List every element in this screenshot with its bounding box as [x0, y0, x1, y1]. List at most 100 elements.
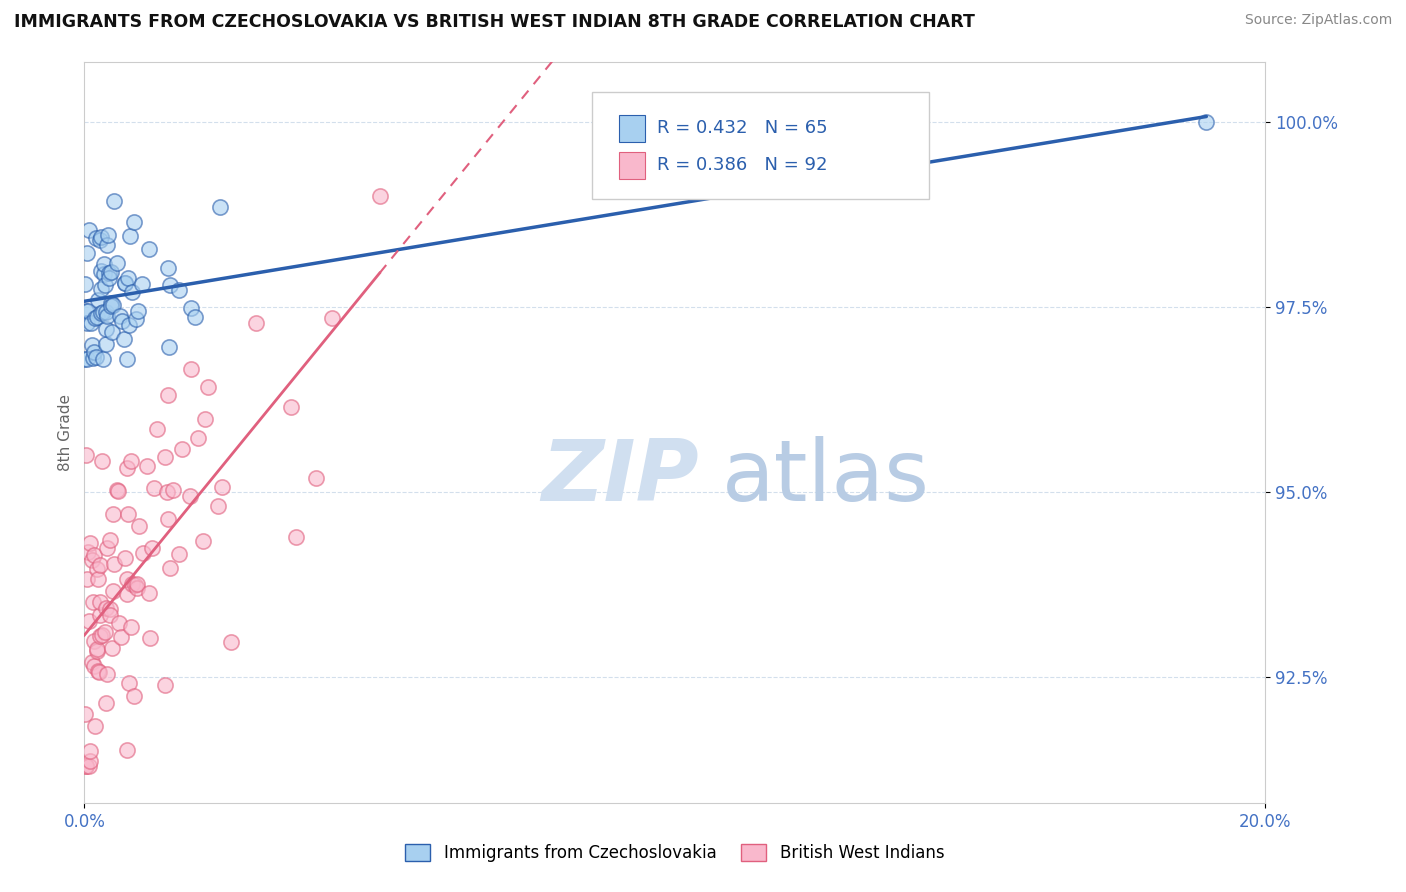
Point	[100, 608, 122, 623]
Point	[115, 460, 138, 475]
Point	[179, 489, 201, 503]
Point	[156, 388, 179, 402]
Point	[120, 454, 142, 468]
FancyBboxPatch shape	[592, 92, 929, 200]
Point	[100, 296, 122, 310]
Point	[191, 533, 214, 548]
Text: Source: ZipAtlas.com: Source: ZipAtlas.com	[1244, 13, 1392, 28]
Point	[105, 483, 128, 498]
Point	[90, 306, 112, 320]
Point	[82, 595, 104, 609]
Point	[83, 344, 105, 359]
Point	[128, 518, 150, 533]
Point	[82, 351, 104, 366]
Point	[108, 615, 131, 630]
Point	[167, 283, 190, 297]
Point	[86, 562, 108, 576]
Point	[103, 194, 125, 209]
Point	[157, 260, 180, 275]
Point	[90, 454, 112, 468]
Point	[139, 631, 162, 645]
Point	[125, 581, 148, 595]
Point	[157, 511, 180, 525]
Point	[89, 558, 111, 573]
Point	[211, 480, 233, 494]
Point	[284, 530, 307, 544]
Point	[79, 535, 101, 549]
Point	[94, 322, 117, 336]
Point	[118, 676, 141, 690]
Point	[80, 655, 103, 669]
Point	[122, 215, 145, 229]
Point	[101, 508, 124, 522]
Point	[100, 325, 122, 339]
Point	[80, 552, 103, 566]
Point	[90, 282, 112, 296]
Point	[157, 341, 180, 355]
Point	[180, 362, 202, 376]
Point	[180, 301, 202, 316]
Point	[101, 640, 124, 655]
Point	[76, 316, 98, 330]
Point	[96, 238, 118, 252]
Point	[114, 277, 136, 291]
Point	[103, 584, 125, 599]
Point	[321, 310, 343, 325]
Point	[75, 759, 97, 773]
Point	[79, 759, 101, 773]
Point	[79, 223, 101, 237]
Point	[86, 641, 108, 656]
Point	[83, 658, 105, 673]
Point	[138, 242, 160, 256]
Point	[87, 572, 110, 586]
Point	[75, 448, 97, 462]
Point	[100, 265, 122, 279]
Point	[122, 689, 145, 703]
Point	[83, 548, 105, 562]
Point	[86, 310, 108, 325]
Point	[94, 600, 117, 615]
Point	[91, 627, 114, 641]
Point	[136, 459, 159, 474]
Point	[219, 635, 242, 649]
Point	[141, 541, 163, 556]
Point	[112, 332, 135, 346]
Point	[86, 293, 108, 307]
Point	[305, 471, 328, 485]
Point	[93, 268, 115, 282]
Point	[153, 678, 176, 692]
Point	[94, 624, 117, 639]
Point	[98, 602, 121, 616]
Point	[143, 481, 166, 495]
Text: atlas: atlas	[723, 435, 931, 518]
Point	[245, 316, 267, 330]
Point	[114, 551, 136, 566]
Point	[115, 572, 138, 586]
Point	[94, 337, 117, 351]
Point	[115, 351, 138, 366]
Point	[108, 309, 131, 323]
Point	[170, 442, 193, 456]
Point	[94, 305, 117, 319]
Point	[103, 558, 125, 572]
Point	[121, 285, 143, 299]
Point	[76, 572, 98, 586]
Point	[93, 351, 115, 366]
Point	[183, 310, 205, 325]
Point	[131, 277, 153, 291]
Point	[159, 277, 181, 292]
Legend: Immigrants from Czechoslovakia, British West Indians: Immigrants from Czechoslovakia, British …	[399, 837, 950, 869]
Point	[159, 561, 181, 575]
Point	[77, 614, 100, 628]
Point	[115, 586, 138, 600]
Point	[98, 533, 121, 548]
Y-axis label: 8th Grade: 8th Grade	[58, 394, 73, 471]
Point	[79, 744, 101, 758]
Point	[153, 450, 176, 464]
Point	[79, 754, 101, 768]
Point	[97, 227, 120, 242]
Point	[87, 665, 110, 679]
Text: R = 0.386   N = 92: R = 0.386 N = 92	[657, 155, 828, 174]
Point	[76, 246, 98, 260]
Point	[80, 316, 103, 330]
